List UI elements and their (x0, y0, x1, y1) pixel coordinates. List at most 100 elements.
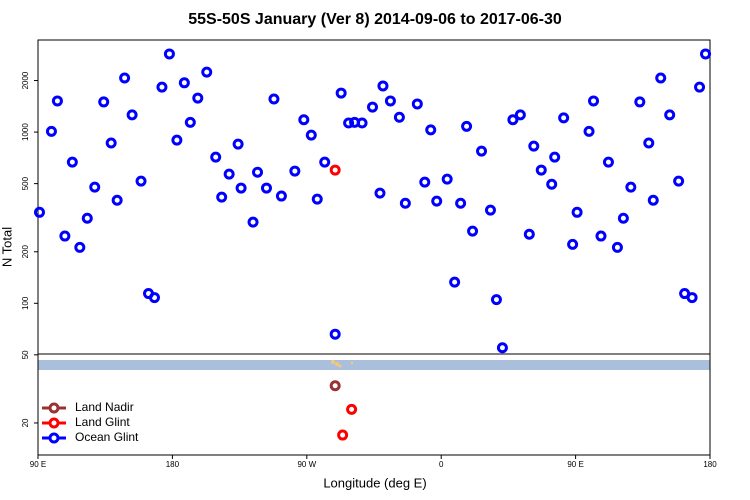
data-point (247, 216, 259, 228)
data-point (356, 117, 368, 129)
data-point (298, 114, 310, 126)
data-point (496, 342, 508, 354)
data-point (105, 137, 117, 149)
data-point (156, 81, 168, 93)
data-point (89, 181, 101, 193)
data-point (399, 197, 411, 209)
data-point (647, 194, 659, 206)
data-point (184, 116, 196, 128)
y-axis-label: N Total (0, 227, 14, 267)
chart-title: 55S-50S January (Ver 8) 2014-09-06 to 20… (188, 11, 562, 28)
y-tick-label: 2000 (21, 71, 30, 89)
data-point (384, 95, 396, 107)
data-point (311, 193, 323, 205)
data-point (98, 96, 110, 108)
plot-frame (37, 39, 711, 456)
data-point (694, 81, 706, 93)
data-point (343, 117, 355, 129)
y-tick-label: 100 (21, 296, 30, 310)
data-point (461, 120, 473, 132)
data-point (223, 168, 235, 180)
data-point (111, 194, 123, 206)
data-point (535, 164, 547, 176)
x-tick-label: 90 E (30, 460, 46, 469)
data-point (673, 175, 685, 187)
y-tick-label: 200 (21, 245, 30, 259)
data-point (319, 156, 331, 168)
x-tick-label: 90 W (297, 460, 316, 469)
data-point (411, 98, 423, 110)
data-point (467, 225, 479, 237)
data-point (171, 134, 183, 146)
data-point (558, 112, 570, 124)
data-point (148, 292, 160, 304)
data-point (163, 48, 175, 60)
data-point (490, 294, 502, 306)
data-point (431, 195, 443, 207)
data-point (455, 197, 467, 209)
x-tick-label: 180 (703, 460, 717, 469)
data-point (201, 66, 213, 78)
data-point (192, 92, 204, 104)
data-point (260, 182, 272, 194)
y-tick-label: 500 (21, 176, 30, 190)
data-point (210, 151, 222, 163)
data-point (611, 241, 623, 253)
data-point (119, 72, 131, 84)
data-point (33, 206, 45, 218)
data-point (126, 109, 138, 121)
data-point (135, 175, 147, 187)
data-point (567, 238, 579, 250)
data-point (289, 165, 301, 177)
y-tick-label: 50 (21, 350, 30, 359)
y-tick-label: 1000 (21, 123, 30, 141)
data-point (346, 403, 358, 415)
y-tick-label: 20 (21, 418, 30, 427)
data-point (232, 138, 244, 150)
data-point (686, 292, 698, 304)
data-point (275, 190, 287, 202)
data-point (514, 109, 526, 121)
data-point (268, 93, 280, 105)
data-point (588, 95, 600, 107)
data-point (700, 48, 712, 60)
coverage-band (38, 360, 710, 370)
legend-label: Land Nadir (75, 400, 134, 414)
data-point (507, 114, 519, 126)
data-point (625, 181, 637, 193)
data-point (523, 228, 535, 240)
data-point (329, 164, 341, 176)
data-point (449, 276, 461, 288)
data-point (655, 72, 667, 84)
data-point (602, 156, 614, 168)
data-point (81, 212, 93, 224)
data-point (393, 111, 405, 123)
data-point (329, 380, 341, 392)
legend-marker (48, 402, 60, 414)
x-tick-label: 180 (166, 460, 180, 469)
x-tick-label: 0 (439, 460, 444, 469)
data-point (634, 96, 646, 108)
legend-marker (48, 432, 60, 444)
data-point (337, 429, 349, 441)
data-point (51, 95, 63, 107)
data-point (664, 109, 676, 121)
data-point (329, 328, 341, 340)
data-point (305, 129, 317, 141)
data-point (643, 137, 655, 149)
data-point (484, 204, 496, 216)
x-tick-label: 90 E (567, 460, 583, 469)
data-point (235, 182, 247, 194)
data-point (335, 87, 347, 99)
data-point (252, 166, 264, 178)
data-point (583, 125, 595, 137)
data-point (374, 187, 386, 199)
legend-label: Land Glint (75, 415, 130, 429)
data-point (617, 212, 629, 224)
data-point (178, 77, 190, 89)
x-axis-label: Longitude (deg E) (323, 475, 426, 490)
data-point (74, 241, 86, 253)
data-point (571, 206, 583, 218)
data-point (546, 178, 558, 190)
